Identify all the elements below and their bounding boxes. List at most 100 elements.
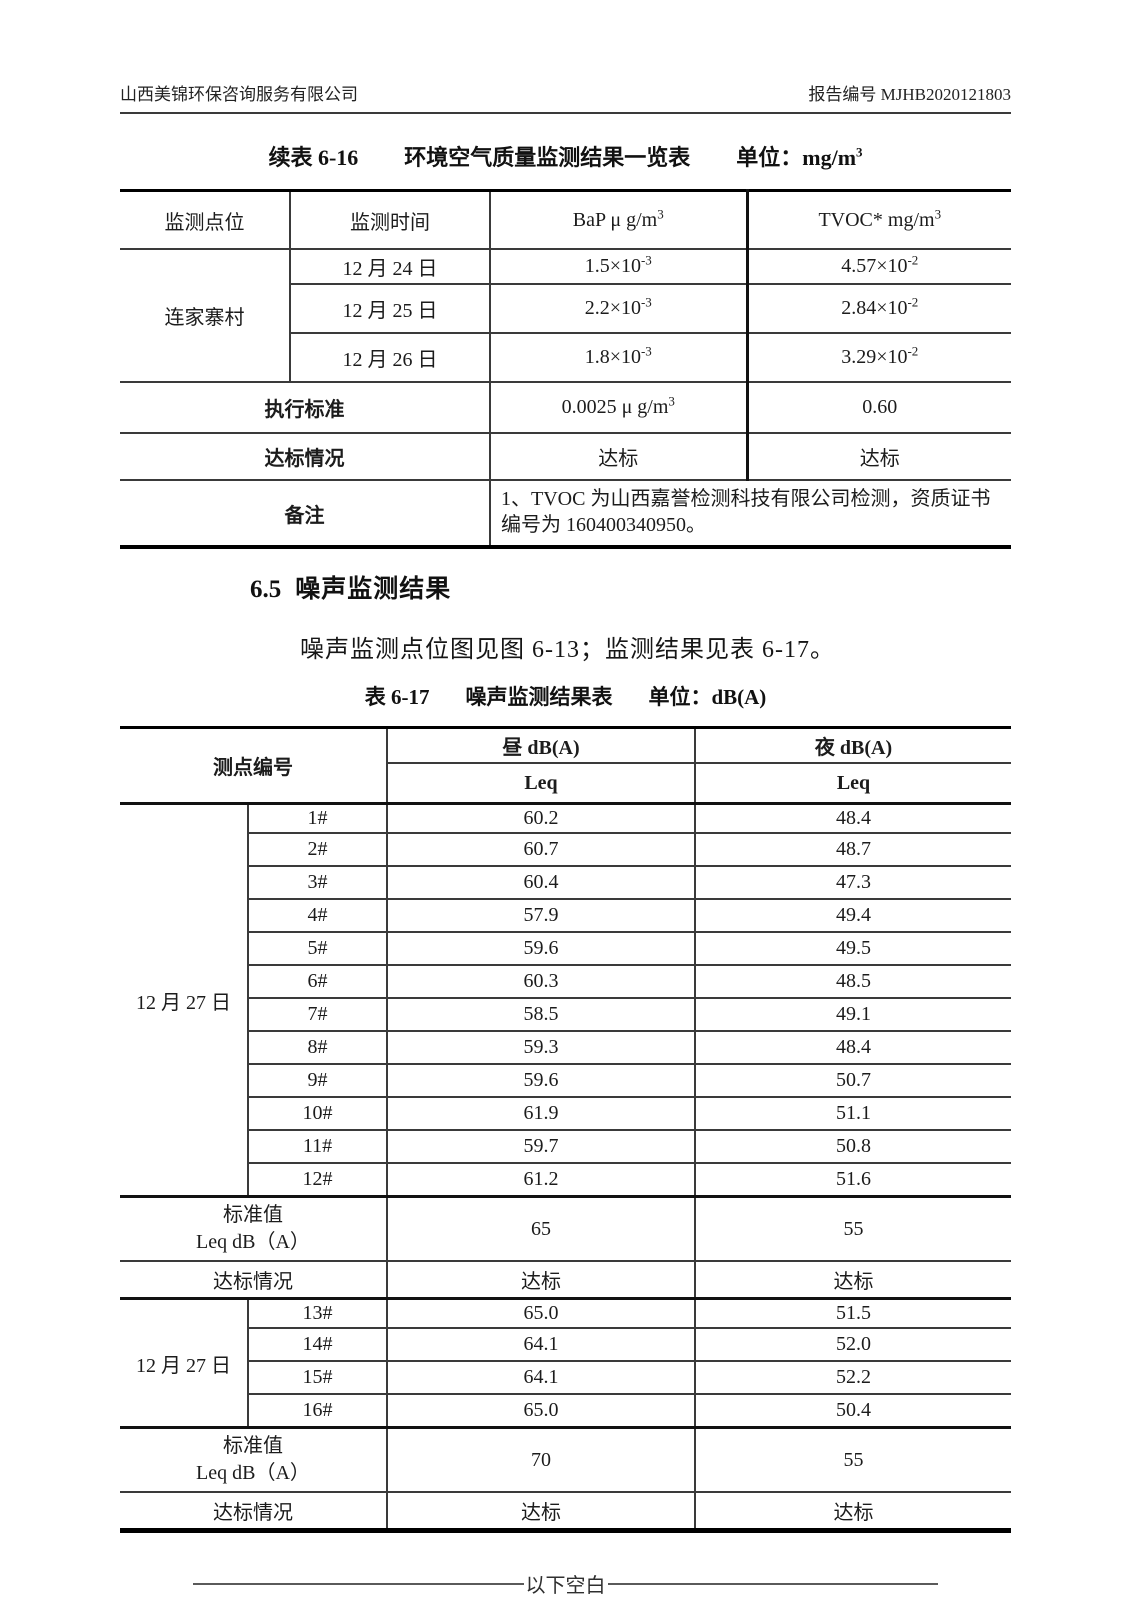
compliance-label: 达标情况 [120, 1261, 388, 1300]
table-header-row: 测点编号 昼 dB(A) 夜 dB(A) [120, 727, 1011, 805]
section-number: 6.5 [250, 576, 282, 603]
standard-row: 标准值 Leq dB（A） 70 55 [120, 1426, 1011, 1493]
night-value-cell: 50.8 [695, 1130, 1011, 1164]
standard-row: 标准值 Leq dB（A） 65 55 [120, 1195, 1011, 1262]
point-cell: 6# [248, 965, 388, 999]
standard-row: 执行标准 0.0025 μ g/m3 0.60 [120, 382, 1011, 434]
day-standard-cell: 65 [387, 1195, 696, 1262]
bap-value-cell: 1.5×10-3 [490, 249, 749, 285]
remark-text: 1、TVOC 为山西嘉誉检测科技有限公司检测，资质证书编号为 160400340… [501, 488, 991, 536]
table-row: 12 月 27 日 1# 60.2 48.4 [120, 803, 1011, 1197]
table-row: 12 月 26 日 1.8×10-3 3.29×10-2 [120, 333, 1011, 383]
day-value-cell: 59.6 [387, 932, 696, 966]
night-value-cell: 52.0 [695, 1328, 1011, 1362]
night-value-cell: 48.5 [695, 965, 1011, 999]
table1-caption-title: 环境空气质量监测结果一览表 [404, 145, 691, 170]
tvoc-compliance-cell: 达标 [747, 433, 1011, 481]
night-standard-cell: 55 [695, 1195, 1011, 1262]
point-cell: 14# [248, 1328, 388, 1362]
header-cell-night-leq: Leq [695, 763, 1011, 805]
date-cell: 12 月 24 日 [290, 249, 491, 285]
night-value-cell: 48.4 [695, 1031, 1011, 1065]
tvoc-value-cell: 2.84×10-2 [747, 284, 1011, 334]
standard-label: 标准值 Leq dB（A） [120, 1195, 388, 1262]
table-row: 16# 65.0 50.4 [120, 1394, 1011, 1429]
night-compliance-cell: 达标 [833, 1502, 874, 1524]
day-value-cell: 59.6 [387, 1064, 696, 1098]
point-cell: 3# [248, 866, 388, 900]
company-name: 山西美锦环保咨询服务有限公司 [120, 85, 358, 104]
table2-caption: 表 6-17 噪声监测结果表 单位：dB(A) [120, 681, 1011, 711]
day-value-cell: 61.9 [387, 1097, 696, 1131]
day-value-cell: 59.7 [387, 1130, 696, 1164]
point-cell: 2# [248, 833, 388, 867]
point-cell: 10# [248, 1097, 388, 1131]
remark-label: 备注 [120, 480, 491, 547]
table2-caption-title: 噪声监测结果表 [465, 685, 613, 709]
point-cell: 7# [248, 998, 388, 1032]
table-row: 5# 59.6 49.5 [120, 932, 1011, 966]
compliance-row: 达标情况 达标 达标 [120, 1492, 1011, 1531]
table1-caption-unit: 单位：mg/m3 [736, 144, 863, 170]
night-value-cell: 49.5 [695, 932, 1011, 966]
table-row: 4# 57.9 49.4 [120, 899, 1011, 933]
table-row: 7# 58.5 49.1 [120, 998, 1011, 1032]
header-cell-bap: BaP μ g/m3 [490, 190, 749, 250]
table-row: 14# 64.1 52.0 [120, 1328, 1011, 1362]
day-value-cell: 64.1 [387, 1328, 696, 1362]
bap-value-cell: 1.8×10-3 [490, 333, 749, 383]
point-cell: 5# [248, 932, 388, 966]
day-value-cell: 58.5 [387, 998, 696, 1032]
day-value-cell: 61.2 [387, 1163, 696, 1198]
tvoc-value-cell: 3.29×10-2 [747, 333, 1011, 383]
table-row: 6# 60.3 48.5 [120, 965, 1011, 999]
site-cell: 连家寨村 [120, 249, 291, 383]
bap-value-cell: 2.2×10-3 [490, 284, 749, 334]
tvoc-standard-cell: 0.60 [747, 382, 1011, 434]
noise-table: 测点编号 昼 dB(A) 夜 dB(A) Leq Leq 12 月 27 日 1… [120, 726, 1011, 1533]
night-value-cell: 51.5 [695, 1298, 1011, 1329]
blank-note: 以下空白 [525, 1575, 606, 1597]
day-value-cell: 57.9 [387, 899, 696, 933]
day-value-cell: 60.3 [387, 965, 696, 999]
header-cell-time: 监测时间 [290, 190, 491, 250]
page-header: 山西美锦环保咨询服务有限公司 报告编号 MJHB2020121803 [120, 0, 1011, 114]
night-value-cell: 48.7 [695, 833, 1011, 867]
table-header-row: 监测点位 监测时间 BaP μ g/m3 TVOC* mg/m3 [120, 190, 1011, 250]
compliance-label: 达标情况 [120, 1492, 388, 1531]
night-value-cell: 48.4 [695, 803, 1011, 834]
point-cell: 13# [248, 1298, 388, 1329]
air-quality-table: 监测点位 监测时间 BaP μ g/m3 TVOC* mg/m3 连家寨村 12… [120, 189, 1011, 549]
standard-label: 执行标准 [120, 382, 491, 434]
table1-caption-prefix: 续表 6-16 [268, 145, 359, 170]
point-cell: 8# [248, 1031, 388, 1065]
day-value-cell: 65.0 [387, 1394, 696, 1429]
header-cell-tvoc: TVOC* mg/m3 [747, 190, 1011, 250]
day-value-cell: 65.0 [387, 1298, 696, 1329]
header-cell-day: 昼 dB(A) [387, 727, 696, 764]
point-cell: 4# [248, 899, 388, 933]
header-cell-day-leq: Leq [387, 763, 696, 805]
day-compliance-cell: 达标 [387, 1261, 696, 1300]
night-value-cell: 51.1 [695, 1097, 1011, 1131]
night-value-cell: 52.2 [695, 1361, 1011, 1395]
bap-standard-cell: 0.0025 μ g/m3 [490, 382, 749, 434]
report-number: 报告编号 MJHB2020121803 [808, 85, 1011, 104]
section-heading: 6.5 噪声监测结果 [250, 569, 1011, 605]
night-value-cell: 49.1 [695, 998, 1011, 1032]
table-subheader-row: Leq Leq [120, 763, 1011, 805]
header-cell-night: 夜 dB(A) [695, 727, 1011, 764]
day-value-cell: 64.1 [387, 1361, 696, 1395]
day-value-cell: 60.7 [387, 833, 696, 867]
compliance-row: 达标情况 达标 达标 [120, 433, 1011, 481]
table-row: 8# 59.3 48.4 [120, 1031, 1011, 1065]
divider-line [193, 1582, 524, 1585]
day-value-cell: 60.2 [387, 803, 696, 834]
table1-caption: 续表 6-16 环境空气质量监测结果一览表 单位：mg/m3 [120, 140, 1011, 172]
day-compliance-cell: 达标 [387, 1492, 696, 1531]
date-cell: 12 月 27 日 [120, 1298, 249, 1428]
table-row: 2# 60.7 48.7 [120, 833, 1011, 867]
point-cell: 11# [248, 1130, 388, 1164]
table-row: 3# 60.4 47.3 [120, 866, 1011, 900]
